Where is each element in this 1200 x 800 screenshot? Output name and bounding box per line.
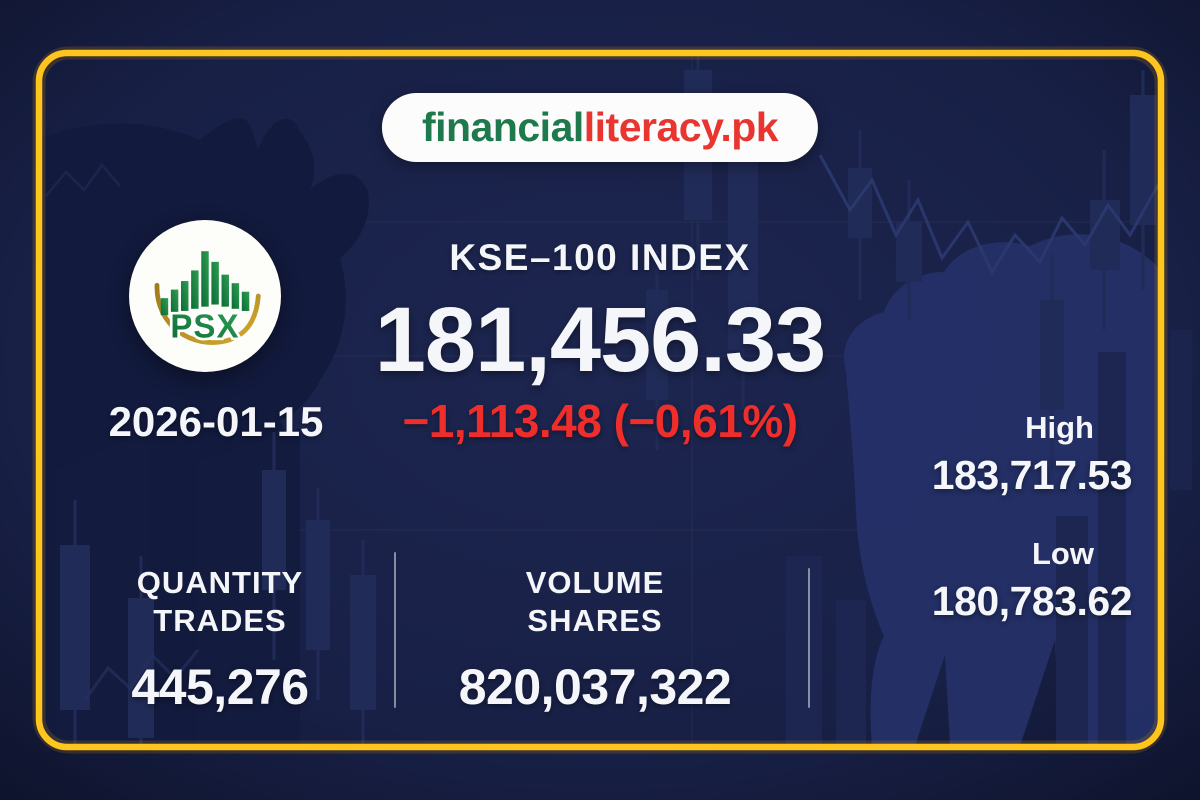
volume-shares-value: 820,037,322 bbox=[458, 659, 732, 715]
low-value: 180,783.62 bbox=[931, 578, 1133, 624]
psx-logo-text: PSX bbox=[170, 309, 239, 346]
stats-divider bbox=[394, 552, 396, 708]
trend-line-small bbox=[83, 649, 200, 701]
quantity-label-line2: TRADES bbox=[153, 603, 287, 638]
outer-candle-decoration bbox=[1170, 330, 1192, 490]
index-change: −1,113.48 (−0,61%) bbox=[402, 395, 798, 447]
quantity-trades-value: 445,276 bbox=[131, 659, 309, 715]
brand-name-red: literacy.pk bbox=[583, 104, 779, 150]
trend-line bbox=[818, 154, 1158, 276]
bar-pattern bbox=[786, 352, 1126, 744]
brand-pill: financialliteracy.pk bbox=[381, 93, 819, 162]
volume-shares-block: VOLUME SHARES 820,037,322 bbox=[428, 564, 762, 716]
volume-label-line2: SHARES bbox=[527, 603, 663, 638]
candlestick-pattern bbox=[60, 56, 1156, 744]
quantity-label-line1: QUANTITY bbox=[136, 565, 304, 600]
psx-logo-badge: PSX bbox=[129, 220, 281, 372]
yellow-border bbox=[35, 49, 1165, 751]
high-block: High 183,717.53 bbox=[931, 410, 1133, 499]
index-value: 181,456.33 bbox=[374, 289, 826, 391]
high-value: 183,717.53 bbox=[931, 452, 1133, 498]
low-block: Low 180,783.62 bbox=[931, 536, 1133, 625]
brand-name-green: financial bbox=[421, 104, 584, 150]
high-label: High bbox=[1025, 410, 1094, 445]
quantity-trades-block: QUANTITY TRADES 445,276 bbox=[78, 564, 362, 716]
volume-label-line1: VOLUME bbox=[525, 565, 665, 600]
psx-logo-graphic: PSX bbox=[154, 251, 261, 348]
stats-divider bbox=[808, 568, 810, 708]
index-title: KSE–100 INDEX bbox=[449, 237, 751, 278]
psx-bars-icon bbox=[160, 251, 250, 316]
trend-line-small bbox=[45, 162, 121, 197]
low-label: Low bbox=[1032, 536, 1094, 571]
date-label: 2026-01-15 bbox=[108, 398, 324, 445]
